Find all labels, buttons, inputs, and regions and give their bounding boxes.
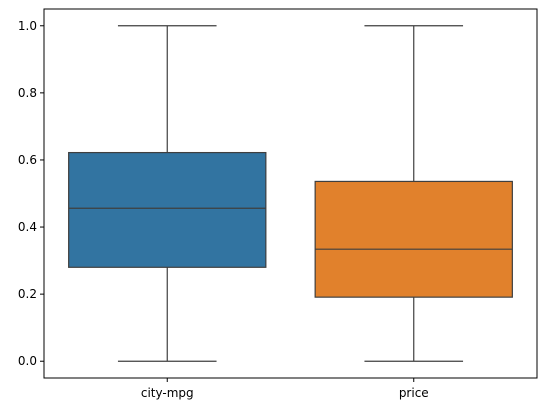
iqr-box	[68, 151, 267, 268]
y-tick-label: 0.0	[18, 354, 37, 368]
iqr-box	[314, 180, 513, 298]
x-tick-label: city-mpg	[141, 386, 194, 400]
box-price	[314, 25, 513, 362]
y-tick-label: 0.6	[18, 153, 37, 167]
plot-area: 0.0 0.2 0.4 0.6 0.8 1.0 city-mpg price	[18, 8, 538, 400]
y-tick-label: 0.2	[18, 287, 37, 301]
x-tick-label: price	[399, 386, 429, 400]
axes-frame	[43, 8, 538, 379]
y-tick-label: 0.8	[18, 86, 37, 100]
y-tick-label: 1.0	[18, 19, 37, 33]
y-tick-label: 0.4	[18, 220, 37, 234]
box-city-mpg	[68, 25, 267, 362]
